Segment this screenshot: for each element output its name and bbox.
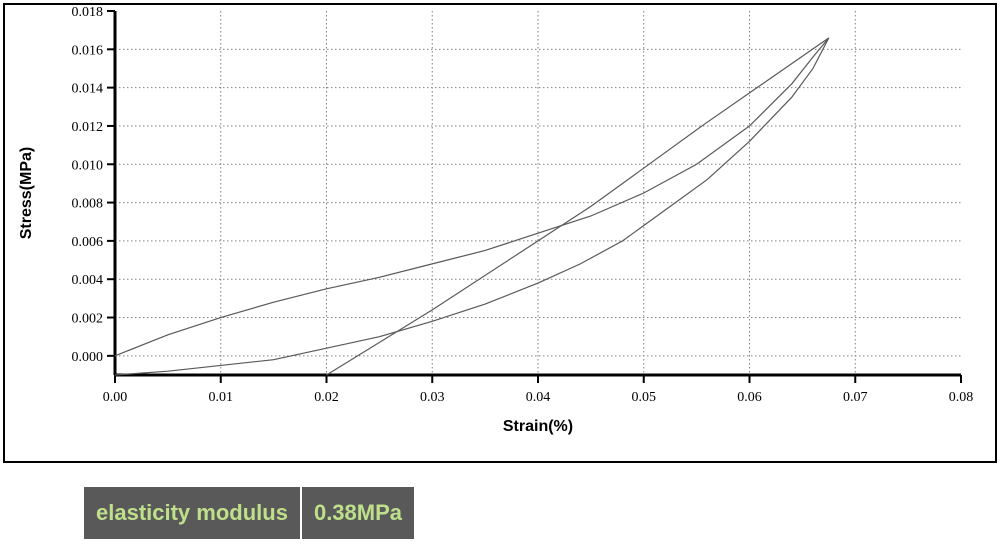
svg-text:0.012: 0.012 (72, 120, 104, 135)
legend-value-cell: 0.38MPa (302, 487, 414, 539)
svg-text:0.000: 0.000 (72, 350, 104, 365)
svg-text:Stress(MPa): Stress(MPa) (18, 147, 35, 239)
svg-text:0.008: 0.008 (72, 197, 104, 212)
svg-text:0.010: 0.010 (72, 158, 104, 173)
svg-text:0.01: 0.01 (209, 390, 234, 405)
figure-root: 0.00 0.01 0.02 0.03 0.04 0.05 0.06 0.07 0.08 0.00… (0, 0, 1000, 552)
svg-text:Strain(%): Strain(%) (503, 418, 573, 435)
svg-text:0.06: 0.06 (737, 390, 762, 405)
svg-text:0.014: 0.014 (72, 82, 104, 97)
svg-text:0.04: 0.04 (526, 390, 551, 405)
svg-text:0.03: 0.03 (420, 390, 445, 405)
chart-frame: 0.00 0.01 0.02 0.03 0.04 0.05 0.06 0.07 0.08 0.00… (3, 3, 997, 463)
legend-label-cell: elasticity modulus (84, 487, 302, 539)
svg-text:0.00: 0.00 (103, 390, 128, 405)
svg-text:0.07: 0.07 (843, 390, 868, 405)
svg-text:0.018: 0.018 (72, 5, 104, 20)
stress-strain-chart: 0.00 0.01 0.02 0.03 0.04 0.05 0.06 0.07 0.08 0.00… (5, 5, 995, 461)
svg-text:0.05: 0.05 (632, 390, 657, 405)
legend-table: elasticity modulus 0.38MPa (84, 487, 414, 539)
svg-text:0.016: 0.016 (72, 43, 104, 58)
svg-text:0.004: 0.004 (72, 273, 104, 288)
svg-text:0.08: 0.08 (949, 390, 974, 405)
svg-text:0.002: 0.002 (72, 312, 104, 327)
svg-text:0.006: 0.006 (72, 235, 104, 250)
svg-text:0.02: 0.02 (314, 390, 339, 405)
